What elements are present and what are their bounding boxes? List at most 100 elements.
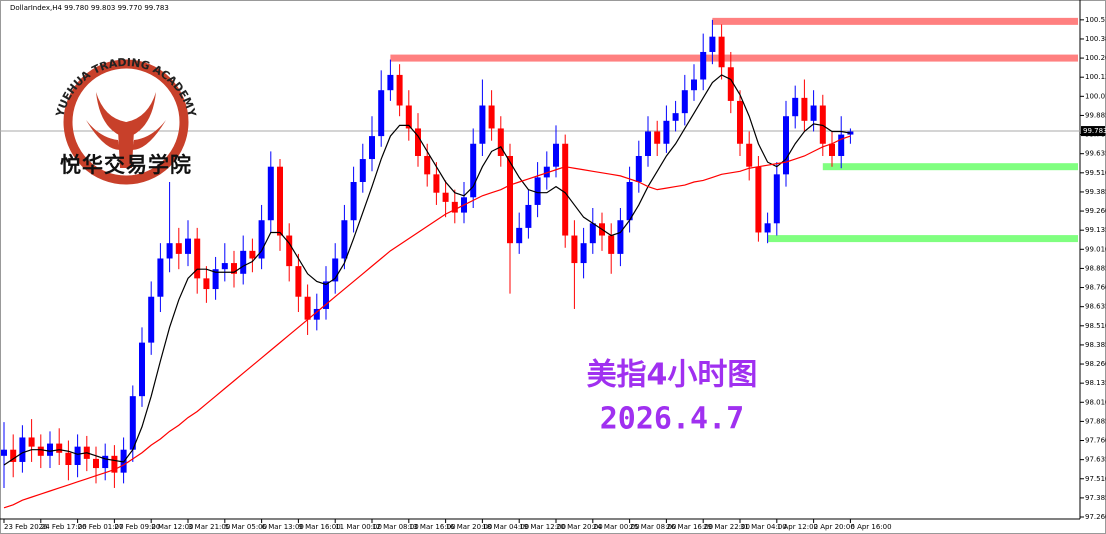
candle-body (166, 243, 173, 259)
candle-body (580, 243, 587, 264)
candle-body (424, 155, 431, 175)
candle-body (746, 143, 753, 167)
candle-body (589, 223, 596, 244)
x-tick-label: 20 Mar 20:00 (556, 523, 603, 531)
candle-body (617, 220, 624, 254)
candle-body (286, 235, 293, 267)
x-tick-label: 25 Mar 08:00 (630, 523, 677, 531)
y-tick-label: 99.385 (1085, 188, 1106, 196)
candle-body (810, 105, 817, 121)
candle-body (249, 250, 256, 259)
candle-body (700, 51, 707, 80)
candle-body (341, 220, 348, 259)
x-tick-label: 23 Feb 2026 (4, 523, 48, 531)
candle-body (801, 97, 808, 121)
y-tick-label: 99.510 (1085, 169, 1106, 177)
x-tick-label: 12 Mar 08:00 (372, 523, 419, 531)
x-tick-label: 18 Mar 04:00 (482, 523, 529, 531)
candle-body (111, 455, 118, 473)
x-tick-label: 11 Mar 00:00 (335, 523, 382, 531)
logo-horns (96, 92, 156, 138)
candle-body (479, 105, 486, 144)
candle-body (359, 159, 366, 182)
candle-body (635, 155, 642, 182)
candle-body (74, 446, 81, 465)
current-price-label: 99.783 (1083, 127, 1106, 135)
y-tick-label: 98.260 (1085, 360, 1106, 368)
y-tick-label: 98.010 (1085, 398, 1106, 406)
x-tick-label: 2 Mar 12:00 (151, 523, 193, 531)
candle-body (727, 67, 734, 101)
level-zone (712, 17, 1078, 25)
candle-body (470, 143, 477, 198)
y-tick-label: 99.885 (1085, 111, 1106, 119)
x-tick-label: 19 Mar 12:00 (519, 523, 566, 531)
candle-body (28, 437, 35, 447)
y-tick-label: 97.635 (1085, 456, 1106, 464)
candle-body (350, 181, 357, 221)
candle-body (37, 446, 44, 456)
candle-body (663, 120, 670, 144)
candle-body (277, 166, 283, 236)
y-tick-label: 99.635 (1085, 150, 1106, 158)
candle-body (433, 174, 440, 193)
logo-wings (86, 120, 166, 150)
candle-body (148, 296, 155, 343)
x-tick-label: 24 Feb 17:00 (41, 523, 87, 531)
candle-body (773, 174, 780, 224)
candle-body (194, 238, 201, 279)
y-tick-label: 98.385 (1085, 341, 1106, 349)
annotation: 2026.4.7 (600, 402, 745, 437)
ma-line (3, 74, 851, 466)
candle-body (323, 281, 329, 309)
y-tick-label: 99.135 (1085, 226, 1106, 234)
y-tick-label: 98.135 (1085, 379, 1106, 387)
candle-body (396, 74, 403, 106)
level-zone (390, 54, 1078, 62)
candle-body (175, 243, 182, 254)
candle-body (295, 266, 302, 297)
candle-body (838, 134, 845, 156)
candle-body (304, 296, 311, 320)
candle-body (157, 258, 164, 297)
level-zone (822, 163, 1078, 171)
candle-body (718, 36, 725, 68)
candle-body (681, 90, 688, 114)
x-tick-label: 3 Mar 21:00 (188, 523, 230, 531)
candle-body (792, 97, 799, 117)
y-tick-label: 99.260 (1085, 207, 1106, 215)
candle-body (267, 166, 274, 221)
y-tick-label: 97.385 (1085, 494, 1106, 502)
ma-line (3, 135, 851, 509)
candle-body (764, 223, 771, 233)
logo-ring (63, 59, 189, 185)
logo-name: 悦华交易学院 (60, 153, 192, 177)
candle-body (516, 227, 523, 244)
candle-body (626, 181, 633, 221)
candle-body (562, 143, 569, 236)
candle-body (654, 131, 661, 144)
candle-body (387, 74, 394, 91)
candle-body (332, 258, 339, 282)
candle-body (525, 204, 532, 228)
x-tick-label: 6 Apr 16:00 (850, 523, 891, 531)
candle-body (65, 452, 72, 465)
candle-body (258, 220, 265, 259)
x-tick-label: 26 Mar 16:00 (666, 523, 713, 531)
y-tick-label: 100.135 (1085, 73, 1106, 81)
y-tick-label: 97.510 (1085, 475, 1106, 483)
candle-body (10, 449, 17, 462)
candle-body (56, 443, 63, 453)
x-tick-label: 27 Feb 09:00 (114, 523, 160, 531)
candle-body (497, 128, 504, 156)
candle-body (553, 143, 559, 167)
y-tick-label: 100.510 (1085, 16, 1106, 24)
logo-stem (118, 130, 134, 168)
candle-body (102, 455, 109, 469)
y-tick-label: 97.760 (1085, 437, 1106, 445)
level-zone (767, 235, 1078, 243)
candle-body (369, 136, 375, 160)
x-tick-label: 9 Mar 16:00 (298, 523, 340, 531)
x-tick-label: 5 Mar 05:00 (225, 523, 267, 531)
y-tick-label: 100.260 (1085, 54, 1106, 62)
